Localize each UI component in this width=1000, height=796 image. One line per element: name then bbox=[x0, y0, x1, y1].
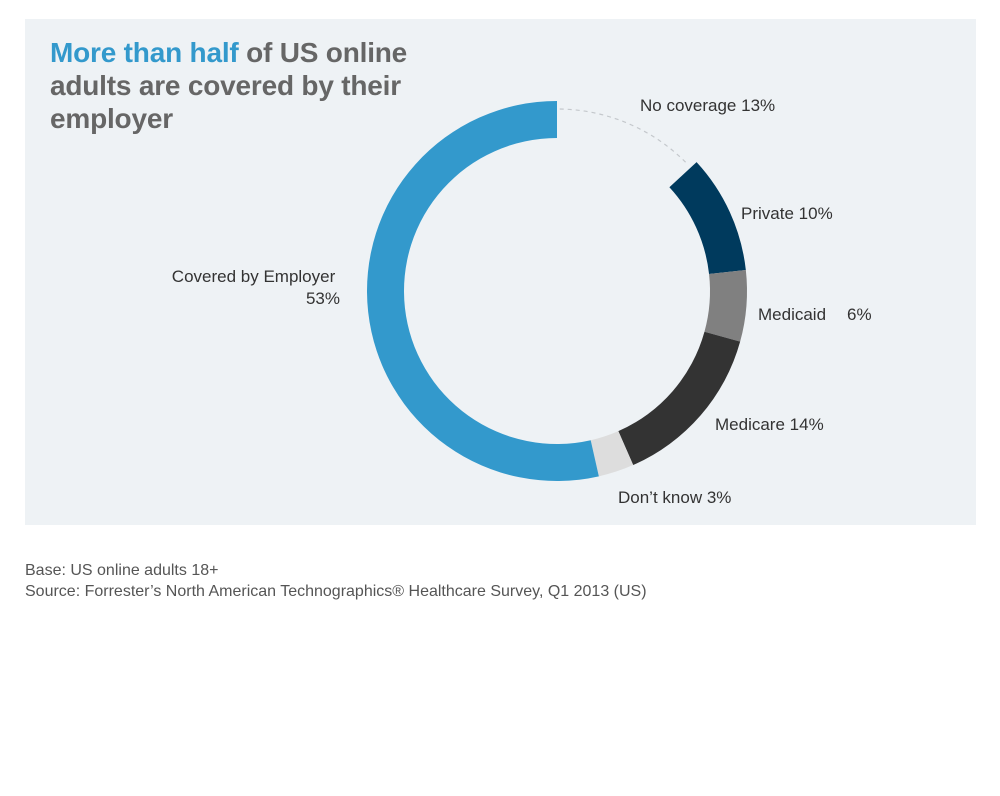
title-highlight: More than half bbox=[50, 37, 239, 68]
footnotes: Base: US online adults 18+ Source: Forre… bbox=[25, 560, 647, 602]
chart-title: More than half of US online adults are c… bbox=[50, 36, 450, 135]
slice-medicare bbox=[618, 331, 741, 466]
label-medicare: Medicare 14% bbox=[715, 415, 824, 434]
label-medicaid: Medicaid 6% bbox=[758, 305, 872, 324]
title-rest: of US online adults are covered by their… bbox=[50, 37, 408, 134]
slice-private bbox=[669, 162, 746, 275]
slice-covered-by-employer bbox=[366, 101, 599, 482]
donut-chart: No coverage 13% Private 10% Medicaid 6% M… bbox=[172, 96, 872, 507]
donut-slices bbox=[366, 101, 747, 482]
slice-no-coverage bbox=[559, 108, 687, 163]
label-covered-by-employer: Covered by Employer 53% bbox=[172, 267, 340, 308]
label-no-coverage: No coverage 13% bbox=[640, 96, 775, 115]
slice-medicaid bbox=[704, 269, 747, 342]
slice-don-t-know bbox=[590, 431, 634, 477]
label-private: Private 10% bbox=[741, 204, 833, 223]
label-dont-know: Don’t know 3% bbox=[618, 488, 731, 507]
source-note: Source: Forrester’s North American Techn… bbox=[25, 583, 647, 600]
base-note: Base: US online adults 18+ bbox=[25, 562, 219, 579]
